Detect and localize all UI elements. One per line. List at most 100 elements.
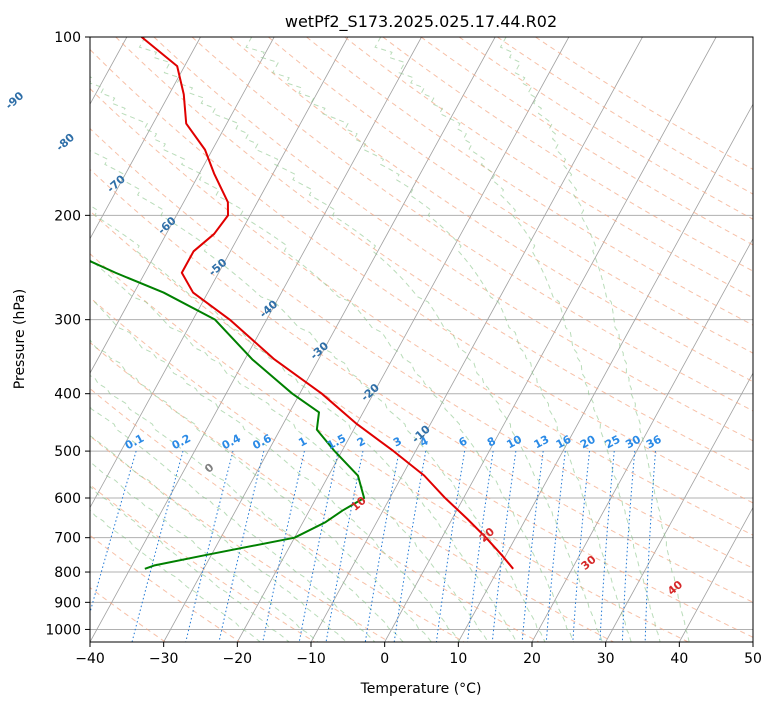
isotherm-line: [90, 37, 349, 509]
moist-adiabat-line: [90, 204, 517, 642]
mixing-ratio-line: [545, 451, 566, 642]
mixing-ratio-label: 0.2: [170, 432, 193, 453]
mixing-ratio-label: 25: [603, 433, 623, 452]
x-tick-label: 20: [523, 651, 541, 667]
mixing-ratio-label: 13: [532, 433, 552, 452]
series-layer: [90, 37, 514, 570]
dry-adiabat-line: [535, 37, 753, 170]
dry-adiabat-line: [268, 37, 753, 354]
x-tick-label: 50: [744, 651, 762, 667]
mixing-ratio-line: [185, 450, 234, 642]
dry-adiabat-label: -80: [54, 131, 78, 154]
mixing-ratio-line: [599, 451, 615, 642]
y-tick-label: 900: [54, 595, 81, 611]
mixing-ratio-label: 1: [296, 434, 309, 449]
dry-adiabat-line: [382, 37, 753, 272]
moist-adiabat-line: [90, 509, 261, 642]
moist-adiabat-line: [90, 461, 319, 642]
moist-adiabat-label: 10: [349, 494, 369, 514]
mixing-ratio-line: [621, 451, 636, 642]
mixing-ratio-label: 20: [578, 433, 598, 452]
moist-adiabat-label: 30: [579, 553, 599, 573]
mixing-ratio-line: [298, 450, 339, 642]
dry-adiabat-line: [153, 37, 753, 442]
moist-adiabat-line: [90, 405, 376, 642]
mixing-ratio-label: 10: [504, 433, 524, 452]
dry-adiabat-line: [306, 37, 753, 326]
x-tick-label: 40: [670, 651, 688, 667]
dry-adiabat-line: [420, 37, 753, 246]
dry-adiabat-line: [90, 168, 753, 603]
x-tick-label: −10: [296, 651, 326, 667]
dry-adiabat-line: [90, 210, 753, 638]
mixing-ratio-line: [131, 450, 184, 642]
dry-adiabat-line: [90, 484, 315, 642]
isotherm-line: [90, 37, 275, 374]
grid-layer: [90, 37, 753, 642]
isotherm-line: [605, 372, 753, 642]
dry-adiabat-line: [458, 37, 753, 220]
x-tick-label: −30: [149, 651, 179, 667]
mixing-ratio-label: 1.5: [325, 432, 348, 453]
isotherm-line: [678, 506, 753, 642]
dry-adiabat-label: -90: [3, 89, 27, 112]
moist-adiabat-line: [245, 37, 632, 642]
mixing-ratio-label: 36: [644, 433, 664, 452]
moist-adiabat-line: [90, 259, 489, 642]
mixing-ratio-line: [218, 450, 265, 642]
moist-adiabat-line: [90, 143, 546, 642]
dry-adiabat-line: [90, 341, 540, 642]
mixing-ratio-label: 3: [391, 434, 404, 449]
isotherm-line: [90, 37, 422, 642]
dry-adiabat-line: [90, 127, 753, 569]
mixing-ratio-label: 2: [355, 434, 368, 449]
mixing-ratio-label: 0.4: [220, 432, 244, 453]
x-tick-label: 0: [380, 651, 389, 667]
y-axis-label: Pressure (hPa): [12, 289, 28, 389]
x-tick-label: −20: [223, 651, 253, 667]
y-tick-label: 600: [54, 491, 81, 507]
isotherm-line: [384, 37, 717, 642]
moist-adiabat-line: [90, 485, 290, 642]
y-tick-label: 400: [54, 387, 81, 403]
plot-frame: [89, 36, 754, 643]
x-tick-label: 10: [449, 651, 467, 667]
moist-adiabat-line: [138, 37, 603, 642]
mixing-ratio-line: [521, 451, 544, 642]
mixing-ratio-line: [364, 451, 400, 642]
y-tick-label: 200: [54, 208, 81, 224]
moist-adiabat-line: [90, 375, 404, 642]
mixing-ratio-line: [262, 450, 305, 642]
mixing-ratio-label: 8: [485, 434, 498, 449]
isotherm-line: [236, 37, 570, 642]
dry-adiabat-line: [90, 387, 465, 642]
moist-adiabat-line: [90, 299, 461, 642]
x-tick-label: −40: [75, 651, 105, 667]
dry-adiabat-line: [90, 253, 689, 642]
mixing-ratio-line: [644, 451, 656, 642]
dry-adiabat-line: [344, 37, 753, 299]
moist-adiabat-line: [90, 76, 575, 642]
mixing-ratio-line: [572, 451, 591, 642]
mixing-ratio-line: [90, 450, 137, 615]
isotherm-line: [752, 641, 753, 642]
moist-adiabat-line: [90, 435, 347, 642]
dry-adiabat-line: [191, 37, 753, 412]
mixing-ratio-line: [435, 451, 466, 642]
moist-adiabat-line: [499, 37, 690, 642]
dry-adiabat-line: [90, 48, 753, 504]
y-tick-label: 300: [54, 313, 81, 329]
dry-adiabat-line: [90, 296, 614, 642]
dry-adiabat-line: [90, 534, 241, 642]
isotherm-line: [163, 37, 496, 642]
mixing-ratio-line: [467, 451, 494, 642]
moist-adiabat-label: 40: [665, 578, 685, 598]
mixing-ratio-line: [491, 451, 517, 642]
dry-adiabat-line: [90, 435, 390, 642]
moist-adiabat-label: 0: [202, 461, 216, 476]
mixing-ratio-label: 16: [554, 433, 574, 452]
y-tick-label: 800: [54, 565, 81, 581]
isotherm-line: [90, 37, 201, 240]
